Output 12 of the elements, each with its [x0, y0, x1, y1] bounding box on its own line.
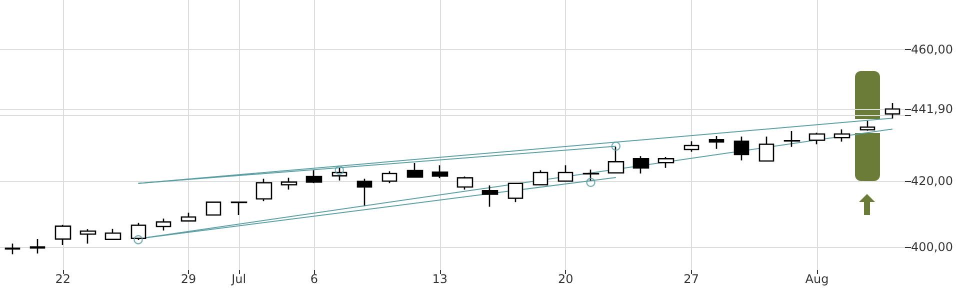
x-tick-label: 27: [684, 272, 699, 286]
x-tick-label: Aug: [805, 272, 829, 286]
x-tick-label: 13: [432, 272, 448, 286]
x-tick-label: 6: [310, 272, 318, 286]
y-tick-label: 460,00: [911, 42, 953, 56]
x-tick-label: Jul: [230, 272, 246, 286]
y-tick-label: 441,90: [911, 102, 953, 116]
y-tick-label: 420,00: [911, 174, 953, 188]
y-tick-label: 400,00: [911, 240, 953, 254]
x-tick-label: 20: [558, 272, 574, 286]
x-tick-label: 29: [180, 272, 196, 286]
x-tick-label: 22: [55, 272, 70, 286]
